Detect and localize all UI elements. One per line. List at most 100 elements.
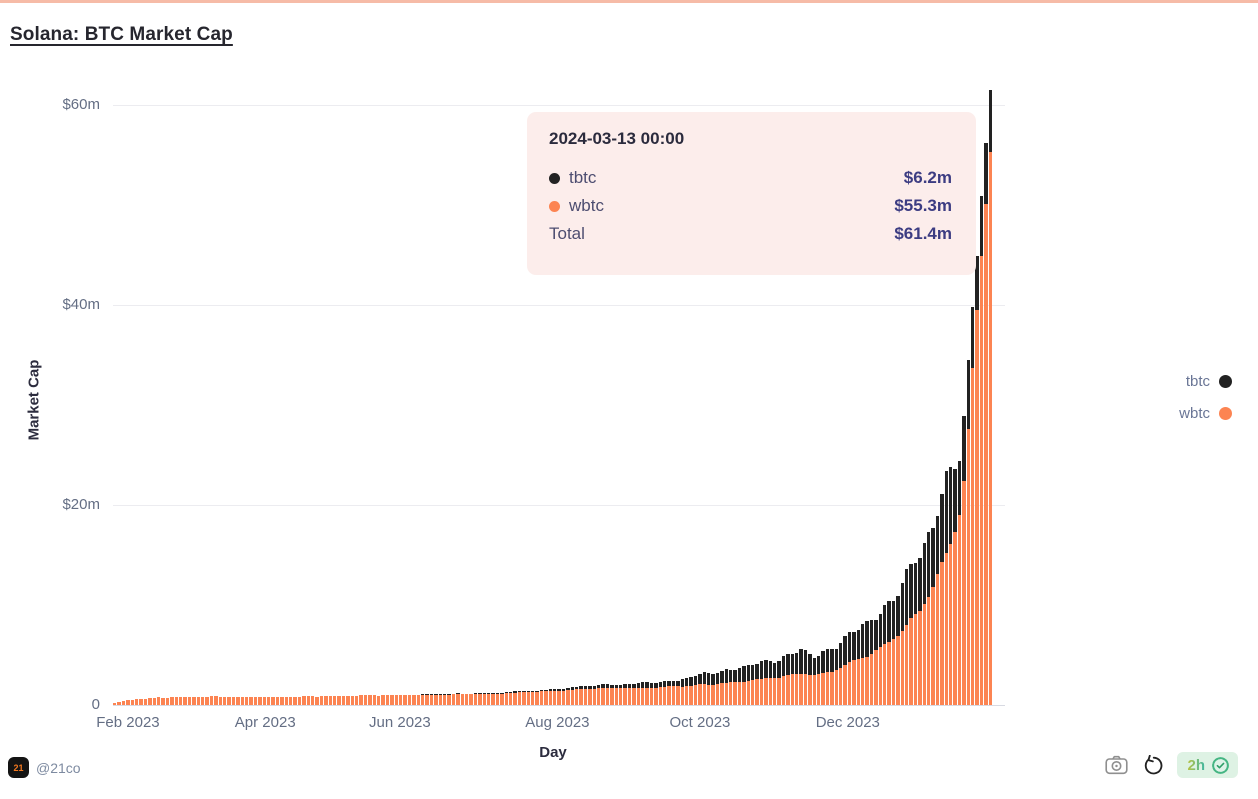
stacked-bar[interactable]: [605, 684, 610, 705]
stacked-bar[interactable]: [522, 691, 526, 705]
stacked-bar[interactable]: [368, 695, 372, 705]
stacked-bar[interactable]: [209, 696, 214, 705]
stacked-bar[interactable]: [377, 695, 381, 705]
stacked-bar[interactable]: [737, 668, 742, 705]
stacked-bar[interactable]: [698, 673, 702, 705]
stacked-bar[interactable]: [768, 661, 772, 705]
stacked-bar[interactable]: [733, 670, 737, 705]
stacked-bar[interactable]: [218, 696, 222, 705]
stacked-bar[interactable]: [663, 680, 667, 705]
stacked-bar[interactable]: [451, 693, 456, 705]
stacked-bar[interactable]: [570, 687, 574, 705]
stacked-bar[interactable]: [306, 696, 310, 705]
stacked-bar[interactable]: [487, 692, 491, 705]
stacked-bar[interactable]: [636, 683, 640, 705]
stacked-bar[interactable]: [940, 493, 944, 705]
stacked-bar[interactable]: [874, 619, 878, 705]
stacked-bar[interactable]: [148, 698, 152, 705]
stacked-bar[interactable]: [253, 697, 258, 705]
stacked-bar[interactable]: [355, 695, 359, 705]
stacked-bar[interactable]: [469, 693, 473, 705]
stacked-bar[interactable]: [152, 697, 156, 705]
stacked-bar[interactable]: [262, 697, 266, 705]
stacked-bar[interactable]: [143, 698, 148, 705]
stacked-bar[interactable]: [711, 673, 715, 705]
stacked-bar[interactable]: [302, 696, 306, 705]
stacked-bar[interactable]: [825, 648, 830, 705]
stacked-bar[interactable]: [821, 651, 825, 705]
stacked-bar[interactable]: [707, 672, 711, 705]
stacked-bar[interactable]: [236, 696, 240, 705]
stacked-bar[interactable]: [482, 692, 486, 705]
stacked-bar[interactable]: [429, 694, 434, 705]
stacked-bar[interactable]: [812, 658, 816, 705]
stacked-bar[interactable]: [610, 684, 614, 705]
stacked-bar[interactable]: [465, 693, 469, 705]
stacked-bar[interactable]: [214, 696, 218, 705]
stacked-bar[interactable]: [227, 696, 231, 705]
stacked-bar[interactable]: [715, 673, 720, 705]
stacked-bar[interactable]: [755, 664, 759, 705]
stacked-bar[interactable]: [421, 694, 425, 705]
stacked-bar[interactable]: [434, 694, 438, 705]
stacked-bar[interactable]: [509, 691, 513, 705]
stacked-bar[interactable]: [685, 677, 689, 705]
stacked-bar[interactable]: [566, 688, 570, 705]
stacked-bar[interactable]: [654, 682, 658, 705]
stacked-bar[interactable]: [935, 516, 940, 705]
stacked-bar[interactable]: [390, 695, 394, 705]
stacked-bar[interactable]: [117, 701, 121, 705]
stacked-bar[interactable]: [359, 695, 363, 705]
stacked-bar[interactable]: [900, 583, 904, 705]
stacked-bar[interactable]: [161, 697, 165, 705]
stacked-bar[interactable]: [289, 696, 293, 705]
stacked-bar[interactable]: [275, 696, 280, 705]
stacked-bar[interactable]: [531, 691, 535, 705]
stacked-bar[interactable]: [240, 696, 244, 705]
stacked-bar[interactable]: [412, 695, 416, 705]
stacked-bar[interactable]: [887, 601, 891, 705]
stacked-bar[interactable]: [830, 649, 834, 705]
stacked-bar[interactable]: [971, 307, 975, 705]
stacked-bar[interactable]: [918, 557, 922, 705]
stacked-bar[interactable]: [333, 695, 337, 705]
stacked-bar[interactable]: [341, 695, 346, 705]
stacked-bar[interactable]: [249, 696, 253, 705]
stacked-bar[interactable]: [350, 695, 354, 705]
stacked-bar[interactable]: [500, 692, 504, 705]
attribution[interactable]: 21 @21co: [8, 757, 81, 778]
stacked-bar[interactable]: [764, 659, 768, 705]
stacked-bar[interactable]: [913, 563, 918, 705]
data-freshness-badge[interactable]: 2h: [1177, 752, 1238, 778]
legend-item-wbtc[interactable]: wbtc: [1179, 400, 1232, 426]
stacked-bar[interactable]: [113, 702, 117, 705]
stacked-bar[interactable]: [966, 360, 970, 705]
stacked-bar[interactable]: [363, 695, 368, 705]
stacked-bar[interactable]: [962, 415, 966, 705]
plot-area[interactable]: [113, 90, 1005, 706]
stacked-bar[interactable]: [729, 669, 733, 705]
stacked-bar[interactable]: [803, 649, 808, 705]
stacked-bar[interactable]: [517, 691, 522, 705]
stacked-bar[interactable]: [649, 682, 654, 705]
stacked-bar[interactable]: [170, 697, 174, 705]
stacked-bar[interactable]: [438, 694, 442, 705]
stacked-bar[interactable]: [667, 680, 671, 705]
stacked-bar[interactable]: [478, 693, 482, 705]
stacked-bar[interactable]: [979, 195, 984, 705]
stacked-bar[interactable]: [808, 653, 812, 705]
stacked-bar[interactable]: [601, 684, 605, 705]
stacked-bar[interactable]: [645, 682, 649, 705]
stacked-bar[interactable]: [671, 681, 676, 705]
stacked-bar[interactable]: [231, 696, 236, 705]
stacked-bar[interactable]: [781, 656, 786, 705]
stacked-bar[interactable]: [460, 693, 464, 705]
stacked-bar[interactable]: [544, 689, 548, 705]
stacked-bar[interactable]: [693, 675, 698, 705]
stacked-bar[interactable]: [135, 699, 139, 705]
stacked-bar[interactable]: [473, 693, 478, 705]
stacked-bar[interactable]: [583, 686, 588, 705]
stacked-bar[interactable]: [773, 662, 777, 705]
stacked-bar[interactable]: [539, 690, 544, 705]
stacked-bar[interactable]: [759, 661, 764, 705]
